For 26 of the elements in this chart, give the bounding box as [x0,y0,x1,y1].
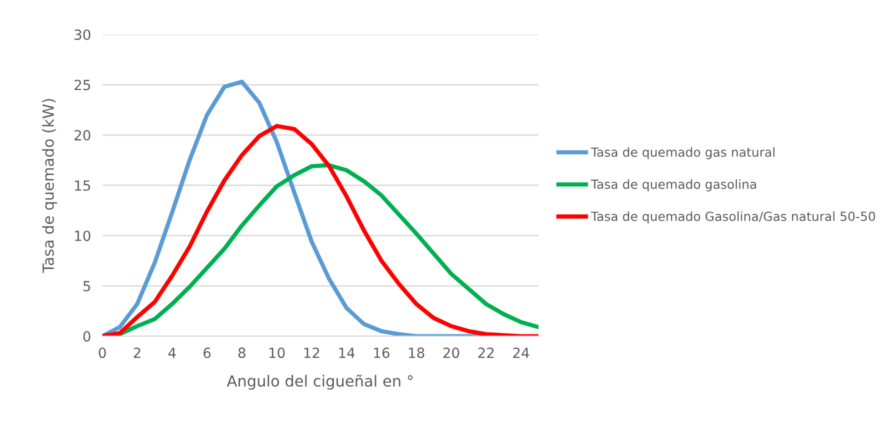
x-tick-label: 14 [339,348,355,358]
y-tick-label: 15 [75,180,90,191]
x-tick-label: 24 [513,348,530,358]
y-tick-label: 25 [74,80,90,90]
x-tick-label: 8 [238,348,246,358]
x-tick-label: 16 [374,348,390,358]
y-axis-title: Tasa de quemado (kW) [42,99,57,273]
x-tick-label: 4 [168,348,176,358]
y-tick-label: 5 [83,281,90,292]
x-tick-label: 6 [204,348,211,358]
x-tick-label: 18 [409,348,424,358]
x-tick-label: 0 [98,348,106,358]
y-tick-label: 30 [74,29,90,40]
x-tick-label: 2 [134,348,140,358]
y-tick-label: 0 [83,331,90,342]
x-tick-label: 22 [478,348,494,358]
line-series [102,124,538,336]
x-tick-label: 12 [304,348,320,358]
x-axis-title: Angulo del cigueñal en ° [226,374,413,390]
x-tick-label: 10 [269,348,285,358]
legend-label: Tasa de quemado Gasolina/Gas natural 50-50 [590,211,876,224]
x-tick-label: 20 [443,348,460,358]
legend-label: Tasa de quemado gas natural [590,147,774,160]
y-tick-label: 10 [75,230,90,242]
y-tick-label: 20 [74,130,90,141]
legend-label: Tasa de quemado gasolina [590,179,756,192]
